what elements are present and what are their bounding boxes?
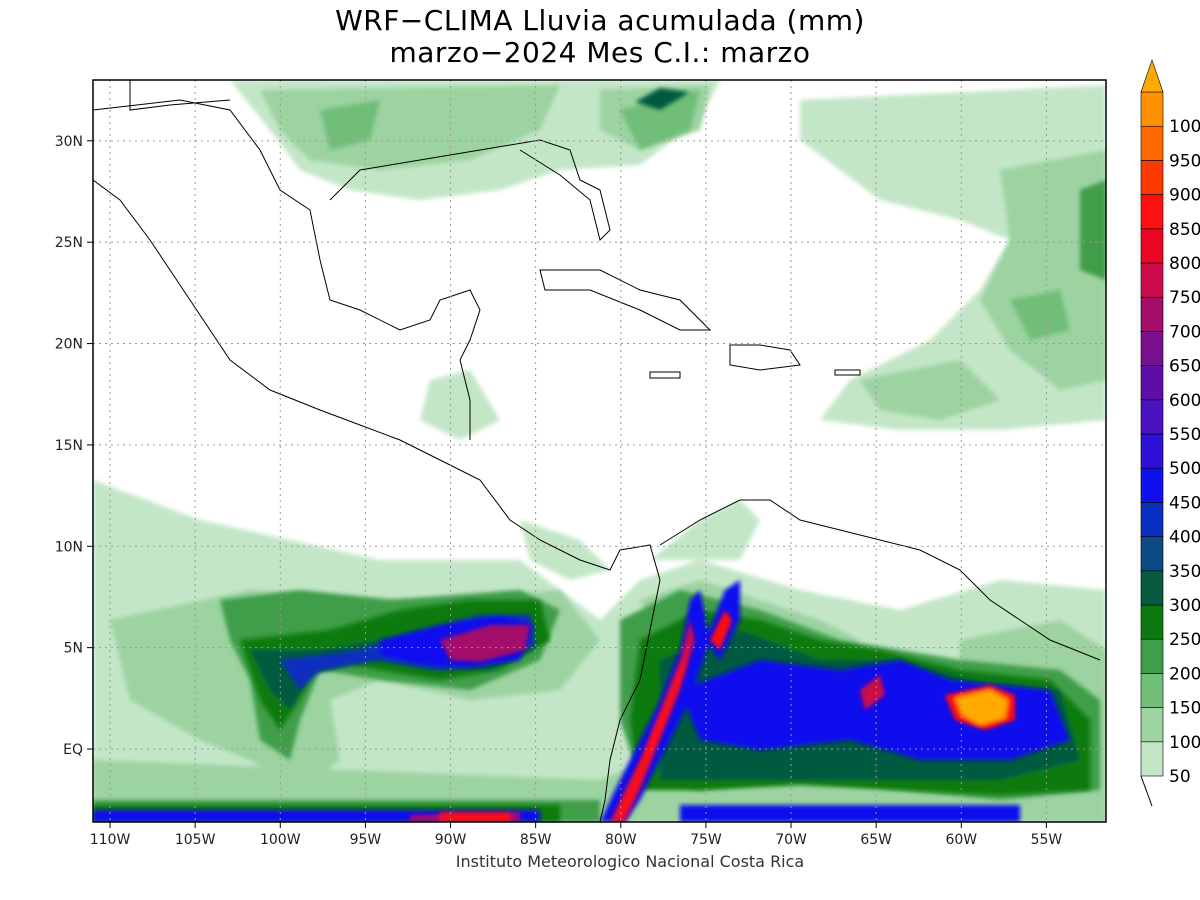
lon-tick-label: 90W — [435, 832, 467, 848]
colorbar-swatch — [1140, 125, 1164, 161]
colorbar-swatch — [1140, 228, 1164, 264]
lat-tick-label: 5N — [64, 641, 83, 657]
colorbar-swatch — [1140, 707, 1164, 743]
lon-tick-label: 65W — [860, 832, 892, 848]
colorbar-label: 600 — [1169, 391, 1200, 411]
map-title-line-1: WRF−CLIMA Lluvia acumulada (mm) — [335, 4, 865, 37]
colorbar-label: 750 — [1169, 288, 1200, 308]
colorbar-swatch — [1140, 433, 1164, 469]
colorbar-overflow-arrow — [1140, 59, 1164, 93]
coastlines — [93, 80, 1101, 822]
colorbar-label: 550 — [1169, 425, 1200, 445]
map-title-line-2: marzo−2024 Mes C.I.: marzo — [389, 36, 811, 69]
colorbar-label: 800 — [1169, 254, 1200, 274]
colorbar-label: 500 — [1169, 459, 1200, 479]
colorbar-swatch — [1140, 399, 1164, 435]
colorbar-swatch — [1140, 194, 1164, 230]
lon-tick-label: 70W — [775, 832, 807, 848]
colorbar-swatch — [1140, 160, 1164, 195]
colorbar-label: 950 — [1169, 151, 1200, 171]
colorbar-label: 900 — [1169, 186, 1200, 206]
lon-tick-label: 100W — [260, 832, 301, 848]
colorbar-label: 650 — [1169, 357, 1200, 377]
colorbar-swatch — [1140, 673, 1164, 708]
colorbar-swatch — [1140, 467, 1164, 503]
lon-tick-label: 85W — [520, 832, 552, 848]
lat-tick-label: 10N — [55, 539, 83, 555]
colorbar-swatch — [1140, 331, 1164, 366]
colorbar-label: 400 — [1169, 528, 1200, 548]
colorbar-label: 300 — [1169, 596, 1200, 616]
lat-tick-label: EQ — [63, 742, 83, 758]
lon-tick-label: 55W — [1031, 832, 1063, 848]
colorbar-swatch — [1140, 536, 1164, 572]
colorbar-swatch — [1140, 91, 1164, 127]
colorbar-label: 700 — [1169, 322, 1200, 342]
colorbar-swatch — [1140, 570, 1164, 606]
colorbar-underflow-tail — [1140, 775, 1153, 807]
lat-tick-label: 20N — [55, 337, 83, 353]
colorbar-swatch — [1140, 638, 1164, 674]
lon-tick-label: 75W — [690, 832, 722, 848]
colorbar-label: 850 — [1169, 220, 1200, 240]
lon-tick-label: 60W — [945, 832, 977, 848]
colorbar-swatch — [1140, 365, 1164, 401]
axis-ticks: 30N 25N 20N 15N 10N 5N EQ 110W 105W 100W 95W 90W 85W… — [55, 134, 1063, 848]
lon-tick-label: 105W — [175, 832, 216, 848]
lat-tick-label: 15N — [55, 438, 83, 454]
precipitation-field — [93, 80, 1106, 822]
colorbar-label: 100 — [1169, 733, 1200, 753]
colorbar-swatch — [1140, 604, 1164, 640]
colorbar-swatch — [1140, 502, 1164, 537]
lat-lon-grid — [93, 80, 1106, 822]
credit-text: Instituto Meteorologico Nacional Costa R… — [455, 852, 805, 871]
lon-tick-label: 80W — [605, 832, 637, 848]
map-frame — [92, 79, 1107, 823]
colorbar-label: 350 — [1169, 562, 1200, 582]
lon-tick-label: 110W — [90, 832, 131, 848]
lat-tick-label: 30N — [55, 134, 83, 150]
colorbar-label: 150 — [1169, 699, 1200, 719]
lat-tick-label: 25N — [55, 235, 83, 251]
colorbar-swatch — [1140, 296, 1164, 332]
colorbar-swatch — [1140, 741, 1164, 777]
colorbar-label: 50 — [1169, 767, 1191, 787]
lon-tick-label: 95W — [350, 832, 382, 848]
colorbar-label: 450 — [1169, 493, 1200, 513]
colorbar-label: 200 — [1169, 664, 1200, 684]
colorbar: 50 100 150 200 250 300 350 400 450 500 550 600 650 70… — [1140, 59, 1200, 807]
rain-heavy-areas — [410, 610, 1015, 822]
colorbar-label: 250 — [1169, 630, 1200, 650]
colorbar-label: 100 — [1169, 117, 1200, 137]
colorbar-swatch — [1140, 262, 1164, 298]
